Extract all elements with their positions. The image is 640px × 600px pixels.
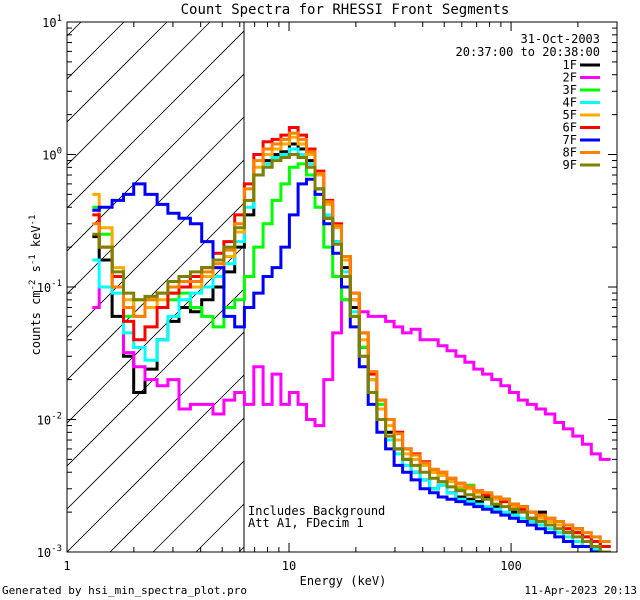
hatch-line — [67, 202, 244, 381]
x-axis-label: Energy (keV) — [300, 574, 387, 588]
series-line-3F — [92, 162, 611, 548]
hatch-line — [67, 22, 211, 166]
hatched-region — [67, 22, 640, 552]
chart-title: Count Spectra for RHESSI Front Segments — [181, 2, 510, 18]
legend-label-4F: 4F — [563, 96, 577, 110]
series-line-1F — [92, 142, 611, 552]
series-layer — [92, 126, 611, 552]
time-range-label: 20:37:00 to 20:38:00 — [456, 45, 601, 59]
footer-generator: Generated by hsi_min_spectra_plot.pro — [2, 584, 247, 597]
series-line-8F — [92, 131, 611, 543]
annotation-attenuator: Att A1, FDecim 1 — [248, 516, 364, 530]
y-tick-label: 10-2 — [37, 412, 62, 428]
y-axis-label: counts cm-2 s-1 keV-1 — [28, 215, 43, 356]
hatch-line — [67, 30, 244, 209]
footer-timestamp: 11-Apr-2023 20:13 — [524, 584, 637, 597]
annotation-background: Includes Background — [248, 504, 385, 518]
series-line-9F — [92, 153, 611, 552]
y-tick-label: 10-3 — [37, 544, 62, 560]
y-tick-label: 10-1 — [37, 279, 62, 295]
y-tick-label: 100 — [42, 147, 62, 163]
y-axis-label-exp3: -1 — [28, 215, 38, 226]
legend-label-6F: 6F — [563, 121, 577, 135]
x-tick-label: 1 — [63, 559, 70, 573]
y-axis: 10-3 10-2 10-1 100 101 — [37, 14, 617, 560]
legend-label-9F: 9F — [563, 158, 577, 172]
hatch-line — [67, 374, 244, 552]
hatch-line — [152, 460, 244, 552]
legend-label-2F: 2F — [563, 71, 577, 85]
series-line-6F — [92, 126, 611, 548]
legend-label-8F: 8F — [563, 146, 577, 160]
hatch-line — [67, 331, 244, 510]
series-line-5F — [92, 135, 611, 548]
legend-label-1F: 1F — [563, 58, 577, 72]
x-axis: 1 10 100 — [63, 22, 618, 573]
y-tick-label: 101 — [42, 14, 62, 30]
y-axis-label-counts: counts cm — [29, 290, 43, 355]
x-tick-label: 100 — [500, 559, 522, 573]
hatch-line — [109, 417, 244, 552]
y-axis-label-exp2: -1 — [28, 254, 38, 265]
legend-label-5F: 5F — [563, 108, 577, 122]
series-line-7F — [92, 177, 611, 552]
hatch-line — [67, 22, 168, 123]
y-axis-label-s: s — [29, 265, 43, 279]
hatch-line — [67, 288, 244, 467]
y-axis-label-kev: keV — [29, 225, 43, 254]
date-label: 31-Oct-2003 — [521, 32, 600, 46]
legend-label-7F: 7F — [563, 133, 577, 147]
hatch-line — [67, 73, 244, 252]
legend-label-3F: 3F — [563, 83, 577, 97]
series-line-2F — [92, 285, 611, 461]
hatch-line — [626, 22, 640, 552]
x-tick-label: 10 — [282, 559, 296, 573]
y-axis-label-exp1: -2 — [28, 280, 38, 291]
